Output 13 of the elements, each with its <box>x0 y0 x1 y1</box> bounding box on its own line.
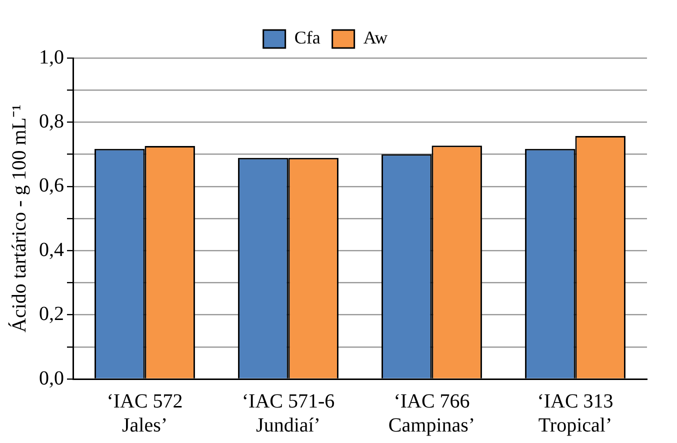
x-tick-label: ‘IAC 313 Tropical’ <box>537 390 614 436</box>
legend-label: Aw <box>363 28 388 48</box>
y-axis-title: Ácido tartárico - g 100 mL⁻¹ <box>7 104 30 332</box>
x-tick-label: ‘IAC 572 Jales’ <box>106 390 183 436</box>
y-tick-label: 1,0 <box>39 46 64 68</box>
y-tick-label: 0,2 <box>39 303 64 326</box>
y-tick-label: 0,8 <box>39 110 64 132</box>
y-tick-label: 0,0 <box>39 367 64 390</box>
x-tick-label: ‘IAC 571-6 Jundiaí’ <box>242 390 335 436</box>
x-tick-label: ‘IAC 766 Campinas’ <box>388 390 476 436</box>
y-tick-label: 0,4 <box>39 238 64 261</box>
y-tick-label: 0,6 <box>39 174 64 197</box>
legend-label: Cfa <box>294 28 320 48</box>
